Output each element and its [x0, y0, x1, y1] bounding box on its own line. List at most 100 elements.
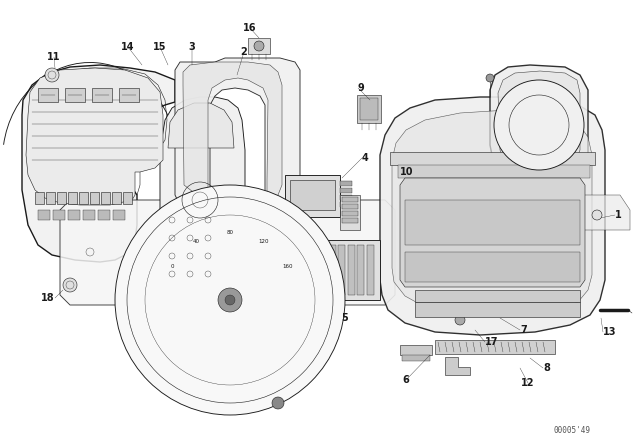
Polygon shape [445, 357, 470, 375]
Polygon shape [35, 192, 44, 204]
Text: 3: 3 [189, 42, 195, 52]
Polygon shape [380, 97, 605, 335]
Text: 10: 10 [400, 167, 413, 177]
Polygon shape [490, 65, 588, 185]
Text: 17: 17 [485, 337, 499, 347]
Polygon shape [342, 218, 358, 223]
Text: 5: 5 [342, 313, 348, 323]
Polygon shape [328, 245, 335, 295]
Polygon shape [415, 290, 580, 302]
Polygon shape [342, 197, 358, 202]
Polygon shape [340, 181, 352, 186]
Polygon shape [310, 245, 317, 295]
Circle shape [455, 315, 465, 325]
Polygon shape [405, 252, 580, 282]
Circle shape [592, 210, 602, 220]
Polygon shape [498, 71, 580, 176]
Text: 6: 6 [403, 375, 410, 385]
Circle shape [494, 80, 584, 170]
Circle shape [63, 278, 77, 292]
Polygon shape [53, 210, 65, 220]
Circle shape [254, 41, 264, 51]
Polygon shape [248, 38, 270, 54]
Polygon shape [390, 152, 595, 165]
Polygon shape [400, 345, 432, 355]
Polygon shape [113, 210, 125, 220]
Polygon shape [367, 245, 374, 295]
Text: 16: 16 [243, 23, 257, 33]
Polygon shape [340, 195, 352, 200]
Polygon shape [98, 210, 110, 220]
Polygon shape [92, 88, 112, 102]
Polygon shape [342, 204, 358, 209]
Polygon shape [340, 195, 360, 230]
Polygon shape [498, 186, 505, 202]
Text: 160: 160 [283, 264, 293, 269]
Polygon shape [46, 192, 55, 204]
Polygon shape [295, 240, 380, 300]
Polygon shape [528, 186, 535, 202]
Polygon shape [342, 211, 358, 216]
Polygon shape [495, 183, 550, 205]
Polygon shape [508, 186, 515, 202]
Circle shape [272, 397, 284, 409]
Polygon shape [300, 245, 307, 295]
Polygon shape [285, 175, 340, 217]
Text: 4: 4 [362, 153, 369, 163]
Text: 13: 13 [603, 327, 616, 337]
Polygon shape [435, 340, 555, 354]
Text: 80: 80 [227, 231, 234, 236]
Circle shape [115, 185, 345, 415]
Polygon shape [415, 302, 580, 317]
Polygon shape [340, 202, 352, 207]
Text: 2: 2 [241, 47, 248, 57]
Circle shape [225, 295, 235, 305]
Polygon shape [340, 188, 352, 193]
Polygon shape [357, 245, 364, 295]
Polygon shape [357, 95, 381, 123]
Text: 40: 40 [193, 240, 200, 245]
Polygon shape [400, 178, 585, 287]
Polygon shape [338, 245, 345, 295]
Polygon shape [398, 165, 590, 178]
Text: 1: 1 [615, 210, 621, 220]
Polygon shape [392, 110, 592, 316]
Polygon shape [38, 88, 58, 102]
Polygon shape [123, 192, 132, 204]
Polygon shape [57, 192, 66, 204]
Polygon shape [518, 186, 525, 202]
Text: 8: 8 [543, 363, 550, 373]
Polygon shape [38, 210, 50, 220]
Polygon shape [101, 192, 110, 204]
Text: 11: 11 [47, 52, 61, 62]
Circle shape [45, 68, 59, 82]
Text: 18: 18 [42, 293, 55, 303]
Text: 12: 12 [521, 378, 535, 388]
Polygon shape [319, 245, 326, 295]
Polygon shape [402, 355, 430, 361]
Circle shape [218, 288, 242, 312]
Polygon shape [175, 58, 300, 210]
Polygon shape [168, 103, 234, 148]
Text: 00005'49: 00005'49 [553, 426, 590, 435]
Text: 9: 9 [358, 83, 365, 93]
Polygon shape [360, 98, 378, 120]
Text: 15: 15 [153, 42, 167, 52]
Polygon shape [160, 97, 245, 306]
Polygon shape [538, 186, 545, 202]
Text: 120: 120 [259, 240, 269, 245]
Polygon shape [290, 180, 335, 210]
Polygon shape [26, 68, 163, 205]
Polygon shape [83, 210, 95, 220]
Polygon shape [405, 200, 580, 245]
Circle shape [486, 74, 494, 82]
Polygon shape [68, 210, 80, 220]
Polygon shape [60, 200, 395, 305]
Polygon shape [22, 65, 175, 262]
Text: 0: 0 [170, 264, 173, 269]
Polygon shape [65, 88, 85, 102]
Polygon shape [119, 88, 139, 102]
Text: 7: 7 [520, 325, 527, 335]
Polygon shape [68, 192, 77, 204]
Text: 14: 14 [121, 42, 135, 52]
